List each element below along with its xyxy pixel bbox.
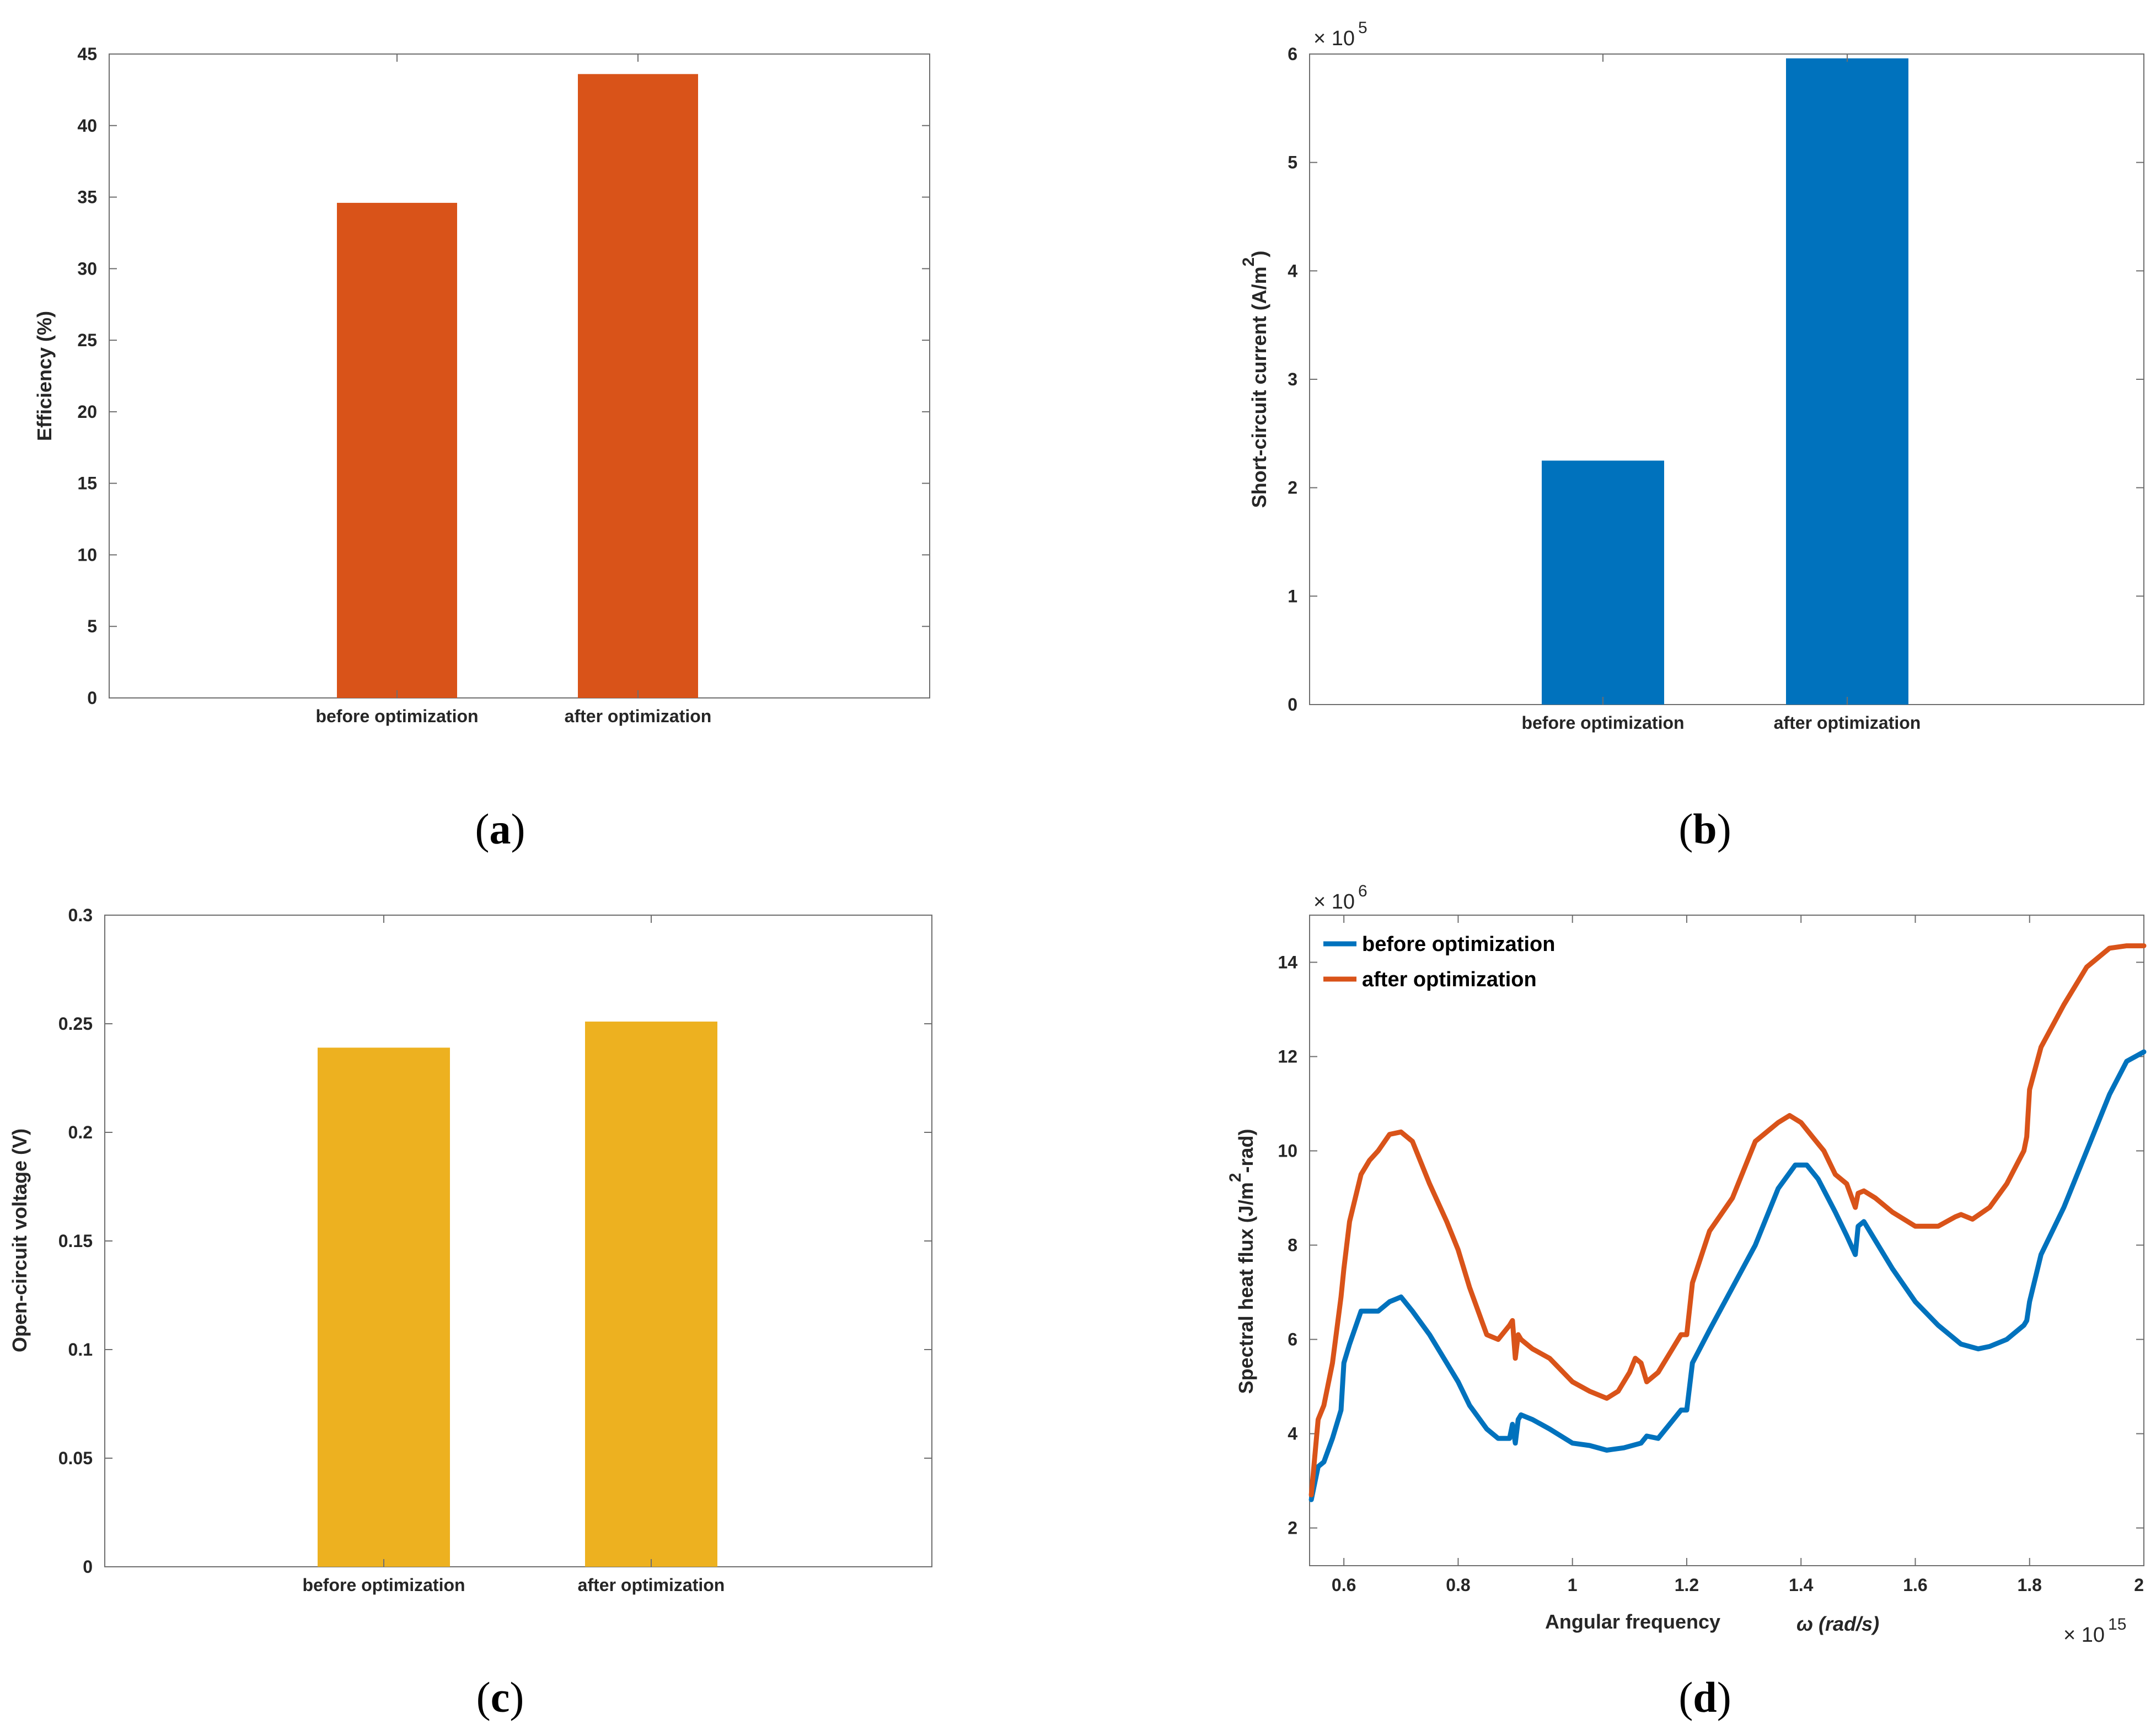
xtick-label: 2	[2134, 1575, 2144, 1595]
svg-text:Spectral heat flux (J/m2-rad): Spectral heat flux (J/m2-rad)	[1226, 1129, 1257, 1394]
chart-a-xticks: before optimization after optimization	[315, 54, 711, 726]
ytick-label: 0.3	[68, 905, 93, 925]
ytick-label: 6	[1288, 1330, 1297, 1350]
chart-d-ticks: 2 4 6 8 10 12 14 0.6 0.8 1 1.2 1.4 1.6 1.8 2	[1278, 915, 2144, 1595]
chart-d-panel-label: (d)	[1678, 1673, 1731, 1721]
ytick-label: 0.15	[58, 1231, 93, 1251]
legend-label-after: after optimization	[1362, 968, 1537, 991]
chart-a-yticks: 0 5 10 15 20 25 30 35 40 45	[77, 44, 930, 708]
chart-c-ylabel: Open-circuit voltage (V)	[8, 1128, 31, 1352]
ytick-label: 35	[77, 187, 97, 207]
chart-a-panel-letter: a	[490, 805, 511, 853]
ytick-label: 25	[77, 330, 97, 350]
ytick-label: 0	[83, 1557, 93, 1577]
ytick-label: 14	[1278, 953, 1297, 972]
ytick-label: 45	[77, 44, 97, 64]
ytick-label: 5	[87, 616, 97, 636]
bar-before	[318, 1047, 450, 1567]
ytick-label: 10	[1278, 1141, 1297, 1161]
ytick-label: 10	[77, 545, 97, 565]
chart-b-axes-box	[1309, 53, 2144, 705]
chart-a-axes-box	[109, 53, 930, 698]
ytick-label: 0.25	[58, 1014, 93, 1034]
chart-d-lines	[1308, 943, 2147, 1502]
ytick-label: 0.2	[68, 1122, 93, 1142]
chart-b-panel-letter: b	[1693, 805, 1717, 853]
chart-c-panel-label: (c)	[476, 1673, 524, 1721]
ytick-label: 4	[1288, 261, 1297, 281]
ytick-label: 20	[77, 402, 97, 422]
chart-d-panel-letter: d	[1693, 1673, 1717, 1721]
chart-a-bars	[337, 74, 698, 698]
svg-text:Short-circuit current (A/m2): Short-circuit current (A/m2)	[1240, 251, 1270, 508]
xtick-label: 1.2	[1675, 1575, 1699, 1595]
chart-c-panel-letter: c	[491, 1673, 510, 1721]
chart-b-yticks: 0 1 2 3 4 5 6	[1288, 44, 2144, 714]
bar-before	[1542, 460, 1664, 705]
category-label: before optimization	[315, 706, 478, 726]
chart-d-axes-box	[1309, 915, 2144, 1566]
chart-c-yticks: 0 0.05 0.1 0.15 0.2 0.25 0.3	[58, 905, 932, 1577]
ytick-label: 8	[1288, 1235, 1297, 1255]
chart-b-ylabel: Short-circuit current (A/m2)	[1240, 251, 1270, 508]
bar-after	[585, 1022, 717, 1567]
ytick-label: 12	[1278, 1047, 1297, 1067]
chart-b-short-circuit-current: 0 1 2 3 4 5 6 before optimization after optimiz…	[1240, 19, 2144, 853]
chart-c-bars	[318, 1022, 717, 1567]
ytick-label: 0	[87, 688, 97, 708]
xtick-label: 0.8	[1446, 1575, 1470, 1595]
ytick-label: 0.1	[68, 1340, 93, 1359]
ytick-label: 6	[1288, 44, 1297, 64]
xtick-label: 1	[1568, 1575, 1578, 1595]
bar-after	[578, 74, 698, 698]
chart-d-spectral-heat-flux: 2 4 6 8 10 12 14 0.6 0.8 1 1.2 1.4 1.6 1.8 2 before op…	[1226, 882, 2147, 1721]
chart-d-xlabel: Angular frequency	[1545, 1610, 1720, 1633]
chart-d-ylabel: Spectral heat flux (J/m2-rad)	[1226, 1129, 1257, 1394]
xtick-label: 1.8	[2017, 1575, 2041, 1595]
xtick-label: 0.6	[1332, 1575, 1356, 1595]
chart-d-xlabel-symbol: ω (rad/s)	[1796, 1613, 1879, 1635]
category-label: before optimization	[302, 1575, 465, 1595]
category-label: after optimization	[578, 1575, 725, 1595]
chart-c-open-circuit-voltage: 0 0.05 0.1 0.15 0.2 0.25 0.3 before optimizati…	[8, 905, 932, 1721]
ytick-label: 0.05	[58, 1448, 93, 1468]
legend-label-before: before optimization	[1362, 933, 1555, 956]
ytick-label: 3	[1288, 369, 1297, 389]
ytick-label: 1	[1288, 586, 1297, 606]
xtick-label: 1.4	[1789, 1575, 1814, 1595]
category-label: before optimization	[1521, 713, 1684, 733]
series-line-after	[1308, 943, 2147, 1498]
xtick-label: 1.6	[1903, 1575, 1927, 1595]
chart-c-xticks: before optimization after optimization	[302, 915, 725, 1595]
ytick-label: 2	[1288, 478, 1297, 498]
ytick-label: 2	[1288, 1518, 1297, 1538]
chart-c-axes-box	[104, 915, 932, 1567]
chart-b-exponent-label: × 10 5	[1313, 19, 1367, 50]
ytick-label: 5	[1288, 153, 1297, 173]
chart-d-legend: before optimization after optimization	[1323, 933, 1555, 991]
chart-d-x-exponent-label: × 10 15	[2063, 1615, 2126, 1647]
series-line-before	[1308, 1049, 2147, 1502]
ytick-label: 4	[1288, 1424, 1297, 1444]
chart-a-efficiency: 0 5 10 15 20 25 30 35 40 45 before optimization af…	[33, 44, 930, 853]
chart-a-ylabel: Efficiency (%)	[33, 311, 56, 441]
ytick-label: 15	[77, 474, 97, 493]
ytick-label: 30	[77, 259, 97, 278]
bar-after	[1786, 58, 1908, 705]
chart-b-panel-label: (b)	[1678, 805, 1731, 853]
ytick-label: 40	[77, 116, 97, 136]
bar-before	[337, 202, 457, 698]
ytick-label: 0	[1288, 695, 1297, 714]
category-label: after optimization	[1774, 713, 1921, 733]
chart-d-y-exponent-label: × 10 6	[1313, 882, 1367, 913]
chart-b-bars	[1542, 58, 1908, 705]
chart-b-xticks: before optimization after optimization	[1521, 54, 1921, 733]
category-label: after optimization	[565, 706, 712, 726]
chart-a-panel-label: (a)	[475, 805, 525, 853]
